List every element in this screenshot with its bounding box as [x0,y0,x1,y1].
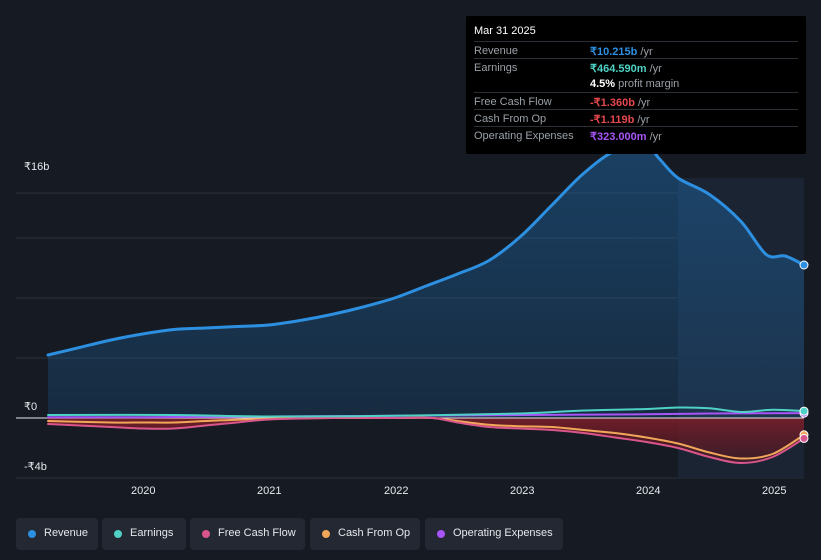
legend-item-cash-from-op[interactable]: Cash From Op [310,518,420,550]
x-tick-label-2024: 2024 [636,485,661,497]
cash-from-op-line [47,416,805,460]
tooltip-value: ₹464.590m /yr [590,63,662,75]
tooltip-label: Earnings [474,62,518,74]
legend-item-revenue[interactable]: Revenue [16,518,98,550]
y-tick-label-bottom: -₹4b [24,461,47,473]
legend-item-operating-expenses[interactable]: Operating Expenses [425,518,563,550]
tooltip-row-profit-margin: 4.5% profit margin [474,75,798,92]
tooltip-value: -₹1.119b /yr [590,114,650,126]
free-cash-flow-end-marker [799,433,809,443]
tooltip-row-cash-from-op: Cash From Op -₹1.119b /yr [474,109,798,127]
legend-dot-icon [202,530,210,538]
tooltip-label: Free Cash Flow [474,96,552,108]
x-tick-label-2021: 2021 [257,485,282,497]
legend-label: Earnings [130,527,174,539]
legend-label: Revenue [44,527,89,539]
x-tick-label-2022: 2022 [384,485,409,497]
tooltip-row-earnings: Earnings ₹464.590m /yr [474,58,798,76]
free-cash-flow-line [47,416,805,465]
y-tick-label-zero: ₹0 [24,401,38,413]
earnings-end-marker [799,406,809,416]
tooltip-date: Mar 31 2025 [474,25,536,37]
tooltip-row-revenue: Revenue ₹10.215b /yr [474,41,798,59]
legend-item-earnings[interactable]: Earnings [102,518,186,550]
legend-dot-icon [114,530,122,538]
revenue-area [48,146,804,418]
data-tooltip: Mar 31 2025 Revenue ₹10.215b /yr Earning… [466,16,806,154]
legend-label: Cash From Op [338,527,411,539]
legend-item-free-cash-flow[interactable]: Free Cash Flow [190,518,305,550]
tooltip-label: Cash From Op [474,113,547,125]
x-tick-label-2020: 2020 [131,485,156,497]
tooltip-label: Operating Expenses [474,130,574,142]
earnings-line [47,406,805,418]
legend-dot-icon [437,530,445,538]
legend-label: Operating Expenses [453,527,553,539]
legend-dot-icon [322,530,330,538]
free-cash-flow-area [48,417,804,463]
tooltip-value: ₹323.000m /yr [590,131,662,143]
tooltip-value: ₹10.215b /yr [590,46,653,58]
legend-dot-icon [28,530,36,538]
revenue-line [46,144,806,357]
x-tick-label-2023: 2023 [510,485,535,497]
tooltip-row-operating-expenses: Operating Expenses ₹323.000m /yr [474,126,798,144]
tooltip-row-free-cash-flow: Free Cash Flow -₹1.360b /yr [474,92,798,110]
tooltip-value: -₹1.360b /yr [590,97,651,109]
y-tick-label-top: ₹16b [24,161,50,173]
revenue-end-marker [799,260,809,270]
tooltip-label: Revenue [474,45,519,57]
legend-label: Free Cash Flow [218,527,296,539]
x-tick-label-2025: 2025 [762,485,787,497]
tooltip-value: 4.5% profit margin [590,78,680,90]
